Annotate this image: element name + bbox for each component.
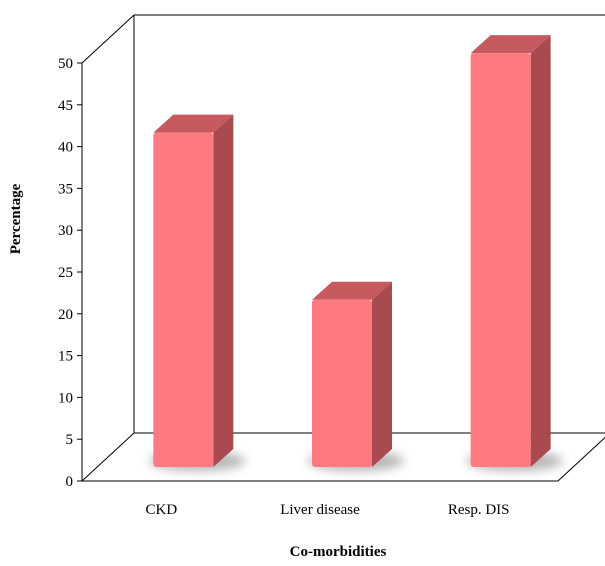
bar-side-face [213,114,234,467]
y-tick-label: 15 [58,349,73,365]
bar-side-face [372,281,392,467]
y-tick-label: 40 [58,140,73,156]
y-tick-label: 0 [66,474,74,490]
x-tick-label: Liver disease [280,502,360,518]
x-tick-label: CKD [145,502,177,518]
x-axis-categories: CKD Liver disease Resp. DIS [145,502,509,518]
y-tick-label: 35 [58,181,73,197]
bar-2 [308,281,404,471]
y-tick-label: 10 [58,390,73,406]
y-tick-label: 30 [58,223,73,239]
bar-front-face [312,299,372,467]
bar-top-face [312,281,392,300]
chart-floor [80,432,605,482]
y-tick-label: 25 [58,265,73,281]
y-axis-title: Percentage [8,183,24,254]
side-wall-top-edge [81,14,135,64]
bar-side-face [530,35,551,468]
bar-1 [149,114,246,471]
bar-front-face [470,53,531,468]
x-tick-label: Resp. DIS [448,502,510,518]
bar-front-face [153,132,214,467]
x-axis-title: Co-morbidities [290,544,387,560]
y-axis-ticks: 0 5 10 15 20 25 30 35 40 45 50 [58,56,82,490]
y-tick-label: 20 [58,307,73,323]
y-tick-label: 45 [58,98,73,114]
bar-top-face [470,35,551,54]
bar-3 [466,35,563,471]
y-tick-label: 5 [66,432,74,448]
bars [149,35,563,471]
bar-top-face [153,114,234,133]
y-tick-label: 50 [58,56,73,72]
